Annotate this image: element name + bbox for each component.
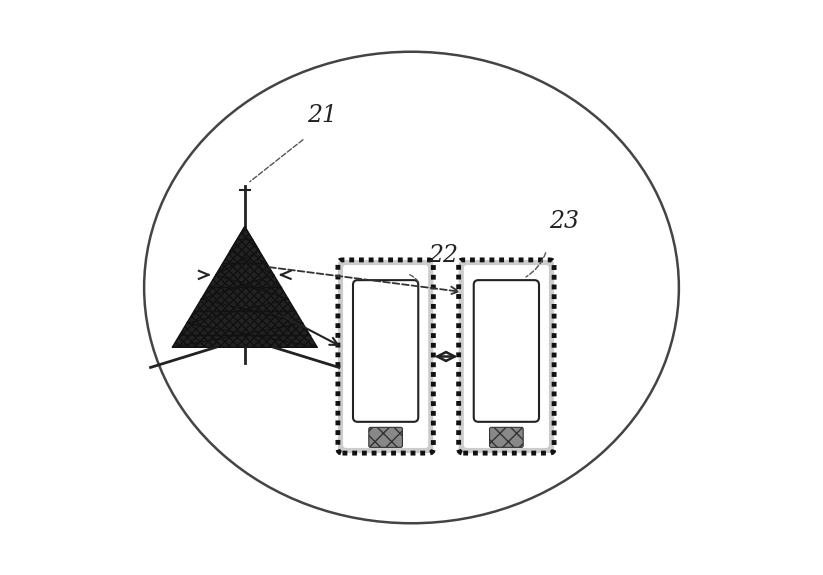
Text: 21: 21 xyxy=(307,104,337,126)
Text: 22: 22 xyxy=(428,244,458,267)
FancyBboxPatch shape xyxy=(353,280,418,422)
FancyBboxPatch shape xyxy=(474,280,539,422)
FancyBboxPatch shape xyxy=(369,427,402,447)
Polygon shape xyxy=(172,227,317,347)
Text: 23: 23 xyxy=(549,210,579,233)
FancyBboxPatch shape xyxy=(343,265,428,448)
FancyBboxPatch shape xyxy=(338,260,434,453)
FancyBboxPatch shape xyxy=(490,427,523,447)
FancyBboxPatch shape xyxy=(458,260,554,453)
FancyBboxPatch shape xyxy=(464,265,549,448)
